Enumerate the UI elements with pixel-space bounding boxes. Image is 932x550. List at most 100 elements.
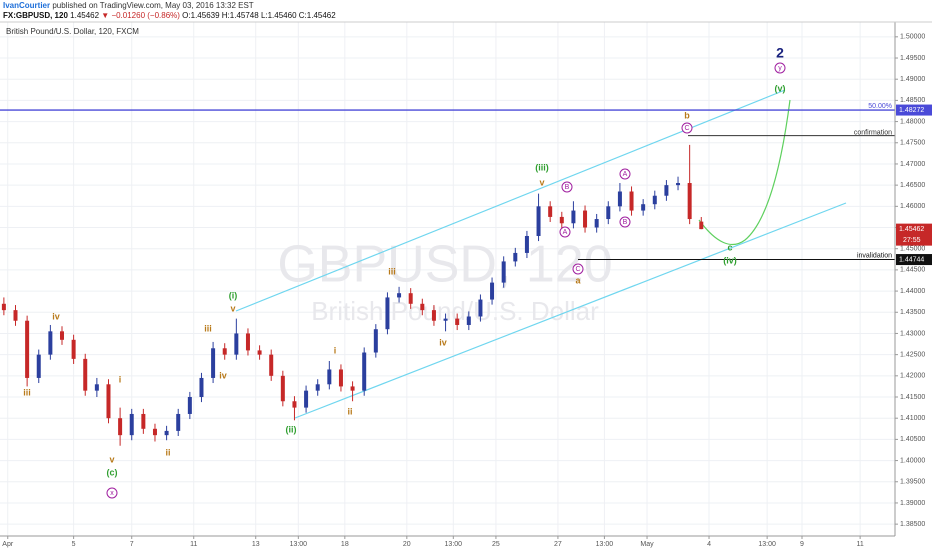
wave-label: v — [230, 303, 235, 313]
candle-body — [129, 413, 134, 436]
y-tick-label: 1.43000 — [900, 330, 925, 337]
candle-body — [106, 384, 111, 419]
x-tick-label: 20 — [403, 541, 411, 548]
candle-body — [94, 384, 99, 391]
y-tick-label: 1.49000 — [900, 76, 925, 83]
y-tick-label: 1.50000 — [900, 34, 925, 41]
wave-label: ii — [347, 406, 352, 416]
candle-body — [664, 185, 669, 196]
candle-body — [234, 333, 239, 355]
candle-body — [420, 303, 425, 311]
y-tick-label: 1.38500 — [900, 521, 925, 528]
grid — [0, 22, 895, 536]
price-label: 1.44744 — [899, 256, 924, 263]
candle-body — [71, 339, 76, 359]
candle-body — [187, 397, 192, 414]
wave-label: b — [684, 110, 690, 120]
candle-body — [59, 331, 64, 340]
watermark-subtitle: British Pound/U.S. Dollar — [311, 296, 599, 326]
wave-label: B — [565, 184, 570, 191]
wave-label: y — [778, 65, 782, 72]
ohlc-open: O:1.45639 — [182, 11, 220, 20]
y-tick-label: 1.41500 — [900, 394, 925, 401]
symbol-line: FX:GBPUSD, 120 1.45462 ▼ −0.01260 (−0.86… — [3, 11, 336, 20]
candle-body — [443, 318, 448, 321]
candle-body — [164, 430, 169, 436]
wave-circle — [619, 216, 631, 228]
level-name: confirmation — [854, 129, 892, 136]
y-tick-label: 1.42500 — [900, 351, 925, 358]
candle-body — [385, 297, 390, 330]
ohlc-close: C:1.45462 — [299, 11, 336, 20]
wave-label: i — [334, 345, 337, 355]
y-tick-label: 1.48000 — [900, 118, 925, 125]
x-tick-label: 13:00 — [445, 541, 463, 548]
wave-circle — [681, 122, 693, 134]
candle-body — [118, 418, 123, 436]
level-name: invalidation — [857, 252, 892, 259]
y-tick-label: 1.44500 — [900, 267, 925, 274]
candle-body — [466, 316, 471, 325]
countdown: 27:55 — [903, 237, 921, 244]
wave-label: ii — [165, 447, 170, 457]
candle-body — [373, 329, 378, 353]
candle-body — [676, 183, 681, 186]
wave-label: C — [684, 125, 689, 132]
wave-label: C — [575, 266, 580, 273]
candle-body — [606, 206, 611, 220]
last: 1.45462 — [70, 11, 99, 20]
wave-label: (c) — [107, 467, 118, 477]
wave-label: 2 — [776, 45, 784, 61]
x-tick-label: 13 — [252, 541, 260, 548]
x-tick-label: 25 — [492, 541, 500, 548]
candle-body — [594, 219, 599, 228]
wave-label: A — [563, 229, 568, 236]
candle-body — [548, 206, 553, 217]
candle-body — [304, 390, 309, 408]
candle-body — [559, 216, 564, 224]
wave-label: iii — [204, 323, 212, 333]
wave-label: a — [575, 275, 581, 285]
channel-upper — [235, 89, 786, 312]
y-tick-label: 1.47000 — [900, 161, 925, 168]
candle-body — [362, 352, 367, 391]
change: ▼ −0.01260 (−0.86%) — [101, 11, 180, 20]
y-tick-label: 1.47500 — [900, 140, 925, 147]
wave-circle — [572, 263, 584, 275]
candle-body — [641, 204, 646, 211]
x-tick-label: 4 — [707, 541, 711, 548]
wave-label: A — [623, 171, 628, 178]
ohlc-high: H:1.45748 — [222, 11, 259, 20]
y-tick-label: 1.48500 — [900, 97, 925, 104]
wave-label: iv — [52, 311, 60, 321]
price-label-box — [896, 104, 932, 116]
x-tick-label: 13:00 — [758, 541, 776, 548]
candle-body — [199, 377, 204, 398]
candle-body — [222, 348, 227, 355]
candle-body — [431, 310, 436, 321]
author[interactable]: IvanCourtier — [3, 1, 50, 10]
candle-body — [1, 303, 6, 311]
x-tick-label: 13:00 — [290, 541, 308, 548]
candle-body — [408, 293, 413, 304]
candle-body — [699, 221, 704, 230]
y-tick-label: 1.46000 — [900, 203, 925, 210]
price-label: 1.48272 — [899, 107, 924, 114]
candle-body — [652, 195, 657, 205]
candle-body — [152, 428, 157, 436]
wave-label: i — [119, 374, 122, 384]
candle-body — [687, 183, 692, 220]
candle-body — [571, 210, 576, 224]
wave-label: v — [109, 454, 114, 464]
x-tick-label: May — [640, 541, 654, 548]
candle-body — [455, 318, 460, 325]
x-tick-label: 11 — [190, 541, 197, 548]
candle-body — [629, 191, 634, 211]
candle-body — [524, 235, 529, 253]
wave-circle — [774, 62, 786, 74]
candle-body — [36, 354, 41, 378]
candle-body — [83, 358, 88, 391]
x-tick-label: 5 — [72, 541, 76, 548]
watermark: GBPUSD, 120 — [277, 236, 612, 294]
